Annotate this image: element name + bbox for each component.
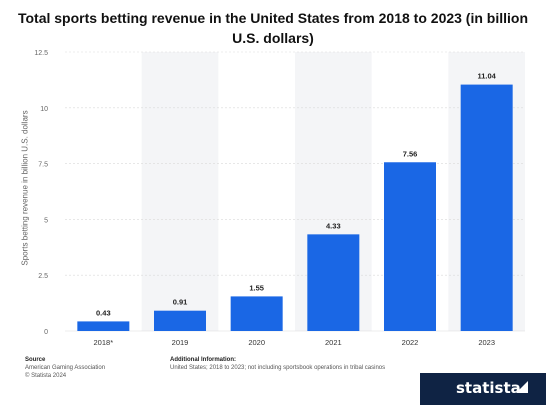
bar (154, 310, 206, 331)
y-axis-label: Sports betting revenue in billion U.S. d… (20, 110, 30, 266)
statista-logo[interactable]: statista (456, 379, 521, 397)
additional-info-heading: Additional Information: (170, 357, 236, 363)
additional-info-block: Additional Information: United States; 2… (170, 356, 400, 372)
data-label: 1.55 (249, 283, 264, 292)
source-name[interactable]: American Gaming Association (25, 365, 106, 371)
chart-title-line-1: Total sports betting revenue in the Unit… (17, 10, 529, 26)
bar (384, 162, 436, 331)
x-tick-label: 2019 (172, 338, 189, 347)
chart-title-line-2: U.S. dollars) (232, 30, 314, 46)
data-label: 7.56 (403, 149, 418, 158)
x-tick-label: 2021 (325, 338, 342, 347)
source-heading: Source (25, 357, 46, 363)
y-tick-label: 0 (44, 329, 48, 336)
x-tick-label: 2023 (478, 338, 495, 347)
y-tick-label: 10 (40, 106, 48, 113)
data-label: 0.91 (173, 298, 188, 307)
y-tick-label: 5 (44, 217, 48, 224)
x-tick-label: 2018* (94, 338, 114, 347)
data-label: 4.33 (326, 221, 341, 230)
source-block: Source American Gaming Association © Sta… (25, 356, 105, 380)
bar (460, 84, 513, 332)
background-band (141, 52, 219, 331)
statista-logo-icon (516, 381, 528, 393)
y-tick-label: 7.5 (38, 162, 48, 169)
y-tick-label: 12.5 (34, 50, 48, 57)
chart-title: Total sports betting revenue in the Unit… (0, 8, 546, 48)
x-tick-label: 2022 (402, 338, 419, 347)
copyright: © Statista 2024 (25, 373, 67, 379)
data-label: 11.04 (477, 72, 496, 81)
data-label: 0.43 (96, 308, 111, 317)
additional-info-text: United States; 2018 to 2023; not includi… (170, 365, 386, 371)
bar (77, 321, 130, 331)
bar (230, 296, 283, 331)
bar (307, 234, 360, 331)
y-tick-label: 2.5 (38, 273, 48, 280)
x-tick-label: 2020 (248, 338, 265, 347)
